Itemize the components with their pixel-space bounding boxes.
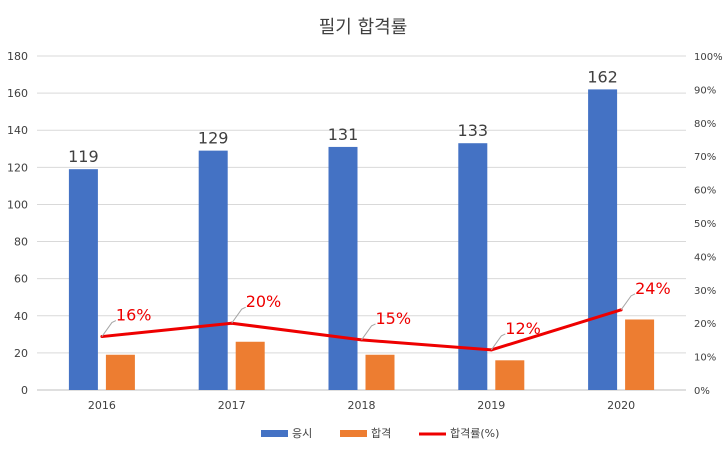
- rate-value-label: 12%: [505, 319, 541, 338]
- y-tick-label: 100: [7, 198, 28, 211]
- bar-응시-2019: [458, 143, 488, 390]
- y-tick-label: 120: [7, 161, 28, 174]
- rate-line: [100, 308, 623, 352]
- y-tick-label: 0: [21, 384, 28, 397]
- legend-item-응시[interactable]: 응시: [261, 427, 312, 440]
- x-axis: 2016 2017 2018 2019 2020: [88, 399, 635, 412]
- rate-value-label: 15%: [376, 309, 412, 328]
- y-tick-label: 140: [7, 124, 28, 137]
- chart-title: 필기 합격률: [319, 17, 408, 38]
- legend-label: 합격률(%): [450, 427, 499, 440]
- y2-tick-label: 100%: [694, 52, 723, 63]
- rate-leader-line: [101, 320, 117, 337]
- bar-응시-2016: [68, 169, 98, 390]
- bar-value-label: 133: [458, 121, 489, 140]
- y-tick-label: 60: [14, 273, 28, 286]
- y2-tick-label: 90%: [694, 85, 716, 96]
- bar-value-label: 129: [198, 129, 229, 148]
- rate-value-label: 24%: [635, 279, 671, 298]
- bar-응시-2017: [198, 150, 228, 390]
- legend-label: 응시: [292, 427, 312, 440]
- y2-tick-label: 50%: [694, 219, 716, 230]
- y-axis-left: 0 20 40 60 80 100 120 140 160 180: [7, 50, 28, 397]
- legend-swatch: [261, 430, 288, 437]
- y2-tick-label: 20%: [694, 319, 716, 330]
- rate-leader-line: [490, 333, 506, 351]
- y2-tick-label: 0%: [694, 386, 710, 397]
- y2-tick-label: 80%: [694, 119, 716, 130]
- bar-합격-2016: [105, 354, 135, 390]
- x-tick-label: 2019: [477, 399, 505, 412]
- legend-item-합격률(%)[interactable]: 합격률(%): [419, 427, 499, 440]
- legend[interactable]: 응시 합격 합격률(%): [261, 427, 499, 440]
- y2-tick-label: 30%: [694, 286, 716, 297]
- bar-value-label: 162: [587, 67, 618, 86]
- y2-tick-label: 70%: [694, 152, 716, 163]
- y2-tick-label: 60%: [694, 186, 716, 197]
- gridlines: [37, 55, 686, 391]
- bars: [68, 89, 655, 391]
- data-labels: 119 129 131 133 162 16% 20% 15% 12% 24%: [68, 67, 671, 351]
- bar-합격-2020: [625, 319, 655, 390]
- bar-합격-2019: [495, 360, 525, 390]
- bar-응시-2020: [588, 89, 618, 391]
- bar-value-label: 119: [68, 147, 99, 166]
- x-tick-label: 2018: [348, 399, 376, 412]
- y-tick-label: 80: [14, 236, 28, 249]
- legend-swatch: [340, 430, 367, 437]
- rate-value-label: 16%: [116, 306, 152, 325]
- bar-합격-2017: [235, 341, 265, 390]
- legend-item-합격[interactable]: 합격: [340, 427, 391, 440]
- y2-tick-label: 40%: [694, 252, 716, 263]
- x-tick-label: 2017: [218, 399, 246, 412]
- rate-leader-line: [231, 306, 246, 324]
- y-axis-right: 0% 10% 20% 30% 40% 50% 60% 70% 80% 90% 100%: [694, 52, 723, 397]
- x-tick-label: 2020: [607, 399, 635, 412]
- y2-tick-label: 10%: [694, 353, 716, 364]
- y-tick-label: 40: [14, 310, 28, 323]
- x-tick-label: 2016: [88, 399, 116, 412]
- bar-합격-2018: [365, 354, 395, 390]
- y-tick-label: 160: [7, 87, 28, 100]
- bar-응시-2018: [328, 146, 358, 390]
- y-tick-label: 180: [7, 50, 28, 63]
- bar-value-label: 131: [328, 125, 359, 144]
- rate-leader-line: [361, 323, 376, 341]
- rate-leader-line: [620, 293, 636, 311]
- legend-label: 합격: [371, 427, 391, 440]
- y-tick-label: 20: [14, 347, 28, 360]
- rate-value-label: 20%: [246, 292, 282, 311]
